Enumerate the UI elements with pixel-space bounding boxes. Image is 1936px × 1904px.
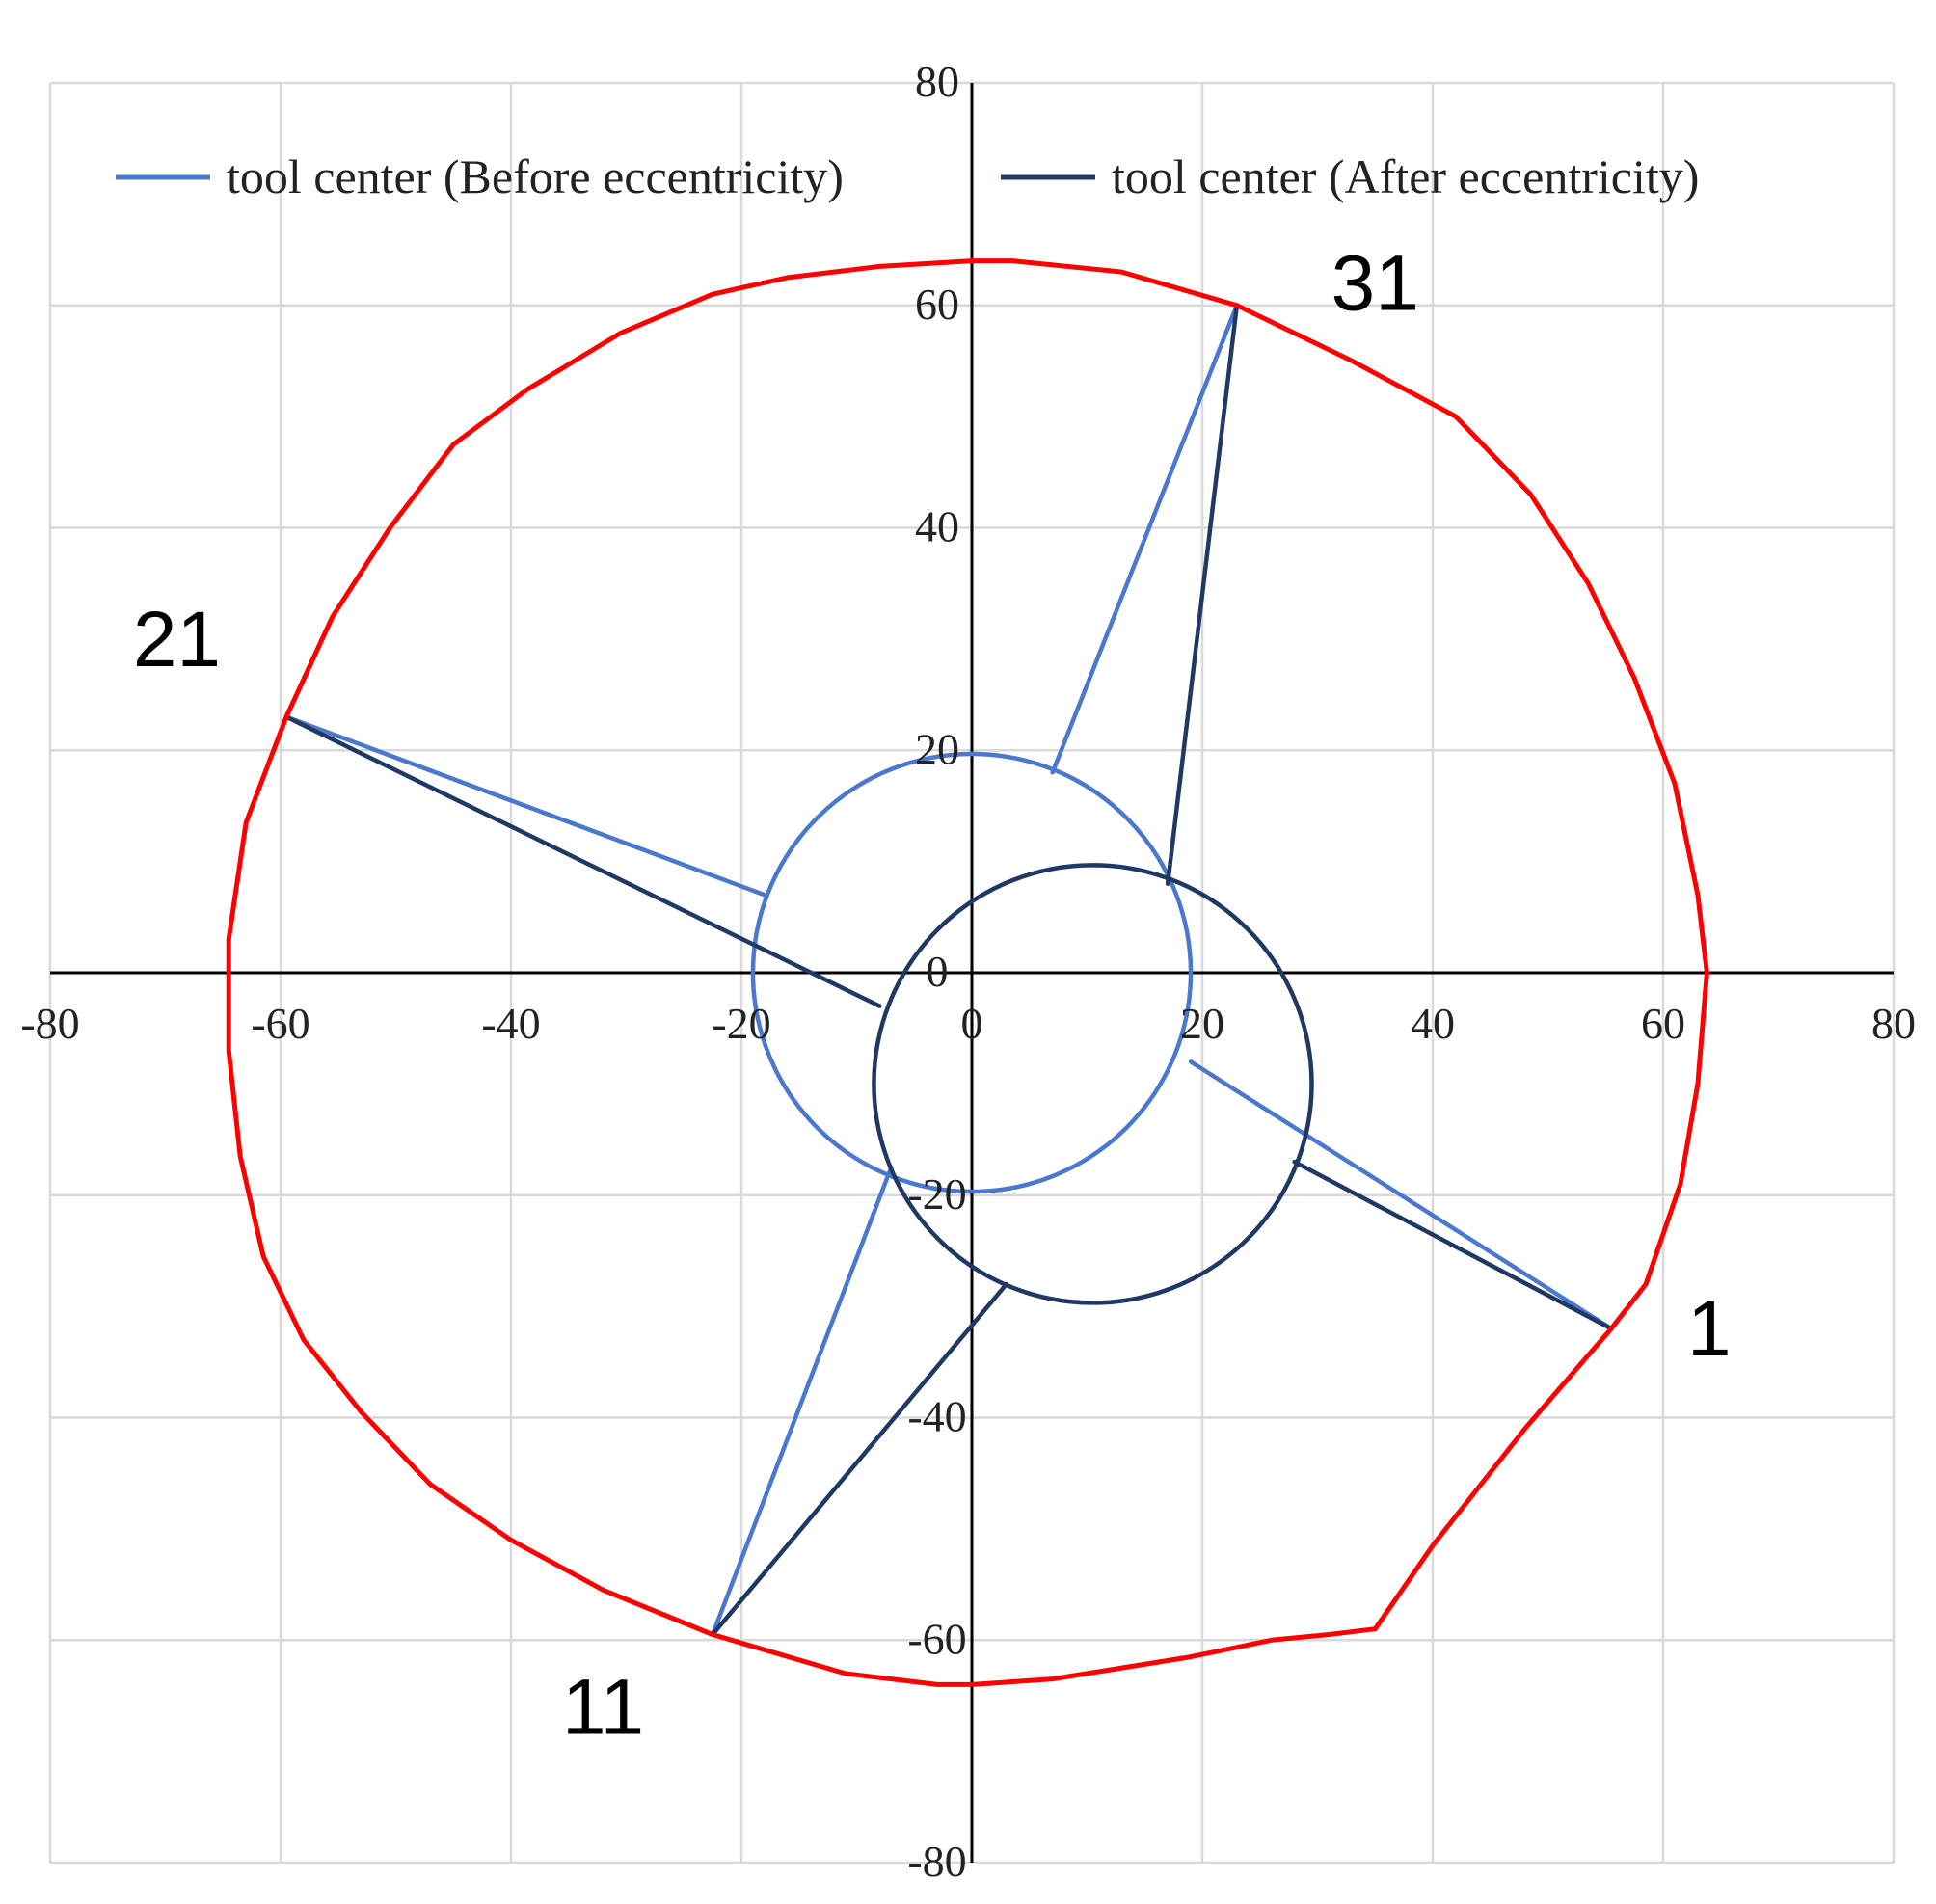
x-tick-label-1: -60 <box>251 999 309 1048</box>
series-before-spoke-1 <box>710 1165 894 1637</box>
point-label-21: 21 <box>133 596 221 684</box>
y-tick-label-5: 20 <box>915 724 959 773</box>
point-label-31: 31 <box>1331 240 1419 328</box>
y-tick-label-6: 40 <box>915 502 959 551</box>
series-before-spoke-2 <box>283 714 767 898</box>
series-after-spoke-2 <box>283 714 882 1008</box>
series-after-spoke-3 <box>1165 303 1240 886</box>
series-before-spoke-0 <box>1188 1059 1614 1331</box>
ticks-layer: -80 -60 -40 -20 0 20 40 60 80 -80 -60 -40 -20 0 20 40 60… <box>20 57 1916 1886</box>
y-tick-label-7: 60 <box>915 280 959 329</box>
series-after-spoke-1 <box>710 1281 1009 1637</box>
series-before-circle <box>750 751 1194 1194</box>
x-tick-label-3: -20 <box>712 999 770 1048</box>
x-tick-label-8: 80 <box>1871 999 1916 1048</box>
x-tick-label-5: 20 <box>1180 999 1224 1048</box>
series-layer <box>226 258 1709 1687</box>
y-tick-label-4: 0 <box>927 947 949 996</box>
legend-label-after: tool center (After eccentricity) <box>1112 149 1699 203</box>
y-tick-label-0: -80 <box>907 1837 966 1886</box>
y-tick-label-2: -40 <box>907 1392 966 1441</box>
series-profile-line <box>226 258 1709 1687</box>
x-tick-label-6: 40 <box>1411 999 1455 1048</box>
legend-label-before: tool center (Before eccentricity) <box>227 149 844 203</box>
y-tick-label-8: 80 <box>915 57 959 106</box>
point-label-1: 1 <box>1687 1285 1732 1373</box>
y-tick-label-1: -60 <box>907 1614 966 1663</box>
legend: tool center (Before eccentricity) tool c… <box>116 149 1699 203</box>
axes-layer <box>50 83 1894 1863</box>
y-tick-label-3: -20 <box>907 1169 966 1219</box>
x-tick-label-7: 60 <box>1641 999 1685 1048</box>
x-tick-label-4: 0 <box>961 999 983 1048</box>
x-tick-label-2: -40 <box>481 999 540 1048</box>
x-tick-label-0: -80 <box>20 999 79 1048</box>
series-after-circle <box>872 863 1314 1305</box>
series-after-spoke-0 <box>1292 1159 1614 1331</box>
series-before-spoke-3 <box>1050 303 1240 775</box>
point-label-11: 11 <box>562 1663 644 1751</box>
